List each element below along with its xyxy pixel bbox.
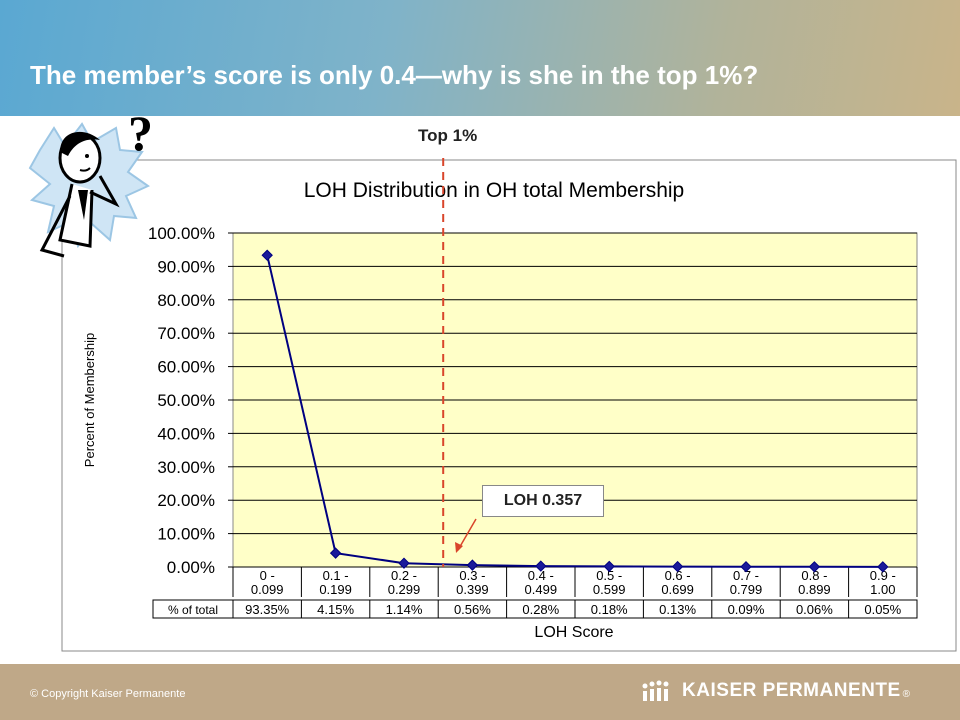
person-thinking-arm bbox=[89, 175, 120, 208]
series-line bbox=[266, 254, 883, 568]
y-tick-label: 90.00% bbox=[157, 257, 215, 276]
data-point bbox=[671, 560, 684, 573]
question-mark-icon: ? bbox=[128, 105, 153, 161]
data-point bbox=[740, 560, 752, 573]
data-table: % of total 93.35% 4.15% 1.14% 0.56% 0.28% 0.18… bbox=[152, 599, 918, 619]
data-point bbox=[261, 249, 273, 261]
loh-callout: LOH 0.357 bbox=[482, 485, 604, 517]
y-tick-label: 100.00% bbox=[148, 224, 215, 243]
y-tick-label: 60.00% bbox=[157, 358, 215, 377]
x-tick-label: 0 - bbox=[260, 568, 275, 583]
y-tick-label: 30.00% bbox=[157, 458, 215, 477]
x-tick-label: 1.00 bbox=[870, 582, 895, 597]
kaiser-logo: KAISER PERMANENTE ® bbox=[640, 680, 910, 702]
registered-mark: ® bbox=[902, 688, 910, 700]
x-tick-label: 0.799 bbox=[730, 582, 763, 597]
y-tick-label: 0.00% bbox=[167, 558, 215, 577]
x-tick-label: 0.3 - bbox=[459, 568, 485, 583]
x-tick-label: 0.5 - bbox=[596, 568, 622, 583]
series-markers bbox=[261, 249, 889, 573]
x-tick-label: 0.899 bbox=[798, 582, 831, 597]
y-tick-label: 70.00% bbox=[157, 324, 215, 343]
y-tick-label: 40.00% bbox=[157, 424, 215, 443]
chart-title: LOH Distribution in OH total Membership bbox=[304, 179, 684, 202]
x-tick-label: 0.2 - bbox=[391, 568, 417, 583]
gridlines bbox=[233, 232, 917, 568]
x-tick-label: 0.099 bbox=[251, 582, 284, 597]
data-table-row bbox=[152, 599, 918, 619]
data-point bbox=[535, 560, 547, 572]
x-tick-label: 0.599 bbox=[593, 582, 626, 597]
copyright-text: © Copyright Kaiser Permanente bbox=[30, 688, 186, 700]
y-axis-label: Percent of Membership bbox=[82, 333, 97, 467]
x-tick-label: 0.1 - bbox=[323, 568, 349, 583]
x-axis-label: LOH Score bbox=[534, 624, 613, 641]
data-point bbox=[603, 560, 615, 573]
x-axis-categories: 0 -0.099 0.1 -0.199 0.2 -0.299 0.3 -0.399 0.… bbox=[232, 567, 918, 597]
slide-title: The member’s score is only 0.4—why is sh… bbox=[30, 60, 759, 90]
data-point bbox=[877, 561, 889, 573]
data-table-cell: 4.15% bbox=[317, 602, 354, 617]
slide-header bbox=[0, 0, 960, 116]
y-tick-label: 80.00% bbox=[157, 291, 215, 310]
data-table-cell: 1.14% bbox=[386, 602, 423, 617]
callout-arrow bbox=[457, 518, 477, 551]
person-tie bbox=[78, 190, 88, 220]
y-axis-ticks: 0.00% 10.00% 20.00% 30.00% 40.00% 50.00% 60.00… bbox=[148, 224, 233, 577]
y-tick-label: 50.00% bbox=[157, 391, 215, 410]
data-point bbox=[466, 559, 479, 571]
x-tick-label: 0.7 - bbox=[733, 568, 759, 583]
data-table-header: % of total bbox=[168, 603, 218, 617]
kaiser-logo-icon bbox=[642, 680, 669, 701]
top-1-percent-label: Top 1% bbox=[418, 126, 478, 145]
person-hair bbox=[60, 131, 100, 156]
x-tick-label: 0.6 - bbox=[665, 568, 691, 583]
x-tick-label: 0.9 - bbox=[870, 568, 896, 583]
data-table-cell: 0.56% bbox=[454, 602, 491, 617]
x-tick-label: 0.8 - bbox=[801, 568, 827, 583]
x-tick-label: 0.399 bbox=[456, 582, 489, 597]
x-tick-label: 0.199 bbox=[319, 582, 352, 597]
data-point bbox=[808, 561, 821, 573]
x-tick-label: 0.699 bbox=[661, 582, 694, 597]
x-tick-label: 0.4 - bbox=[528, 568, 554, 583]
y-tick-label: 20.00% bbox=[157, 491, 215, 510]
callout-arrowhead bbox=[455, 542, 463, 553]
y-tick-label: 10.00% bbox=[157, 525, 215, 544]
data-table-cell: 0.18% bbox=[591, 602, 628, 617]
data-table-cell: 0.13% bbox=[659, 602, 696, 617]
data-table-cell: 0.09% bbox=[728, 602, 765, 617]
data-table-cell: 0.06% bbox=[796, 602, 833, 617]
person-arm bbox=[39, 195, 72, 258]
data-table-cell: 93.35% bbox=[245, 602, 290, 617]
footer-bar bbox=[0, 664, 960, 720]
data-table-cell: 0.05% bbox=[864, 602, 901, 617]
x-tick-label: 0.299 bbox=[388, 582, 421, 597]
data-table-cell: 0.28% bbox=[522, 602, 559, 617]
kaiser-logo-text: KAISER PERMANENTE bbox=[682, 680, 901, 701]
data-point bbox=[398, 557, 410, 569]
thinking-person-icon: ? bbox=[28, 105, 153, 258]
x-tick-label: 0.499 bbox=[525, 582, 558, 597]
data-point bbox=[329, 547, 342, 559]
